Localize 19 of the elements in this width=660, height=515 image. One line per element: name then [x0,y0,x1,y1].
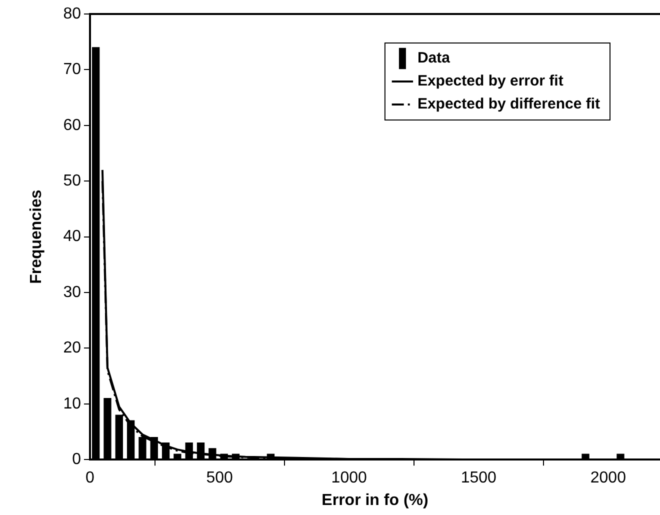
y-tick-label: 40 [63,228,82,246]
legend-label: Data [417,50,451,67]
y-tick-label: 20 [63,340,82,357]
y-axis-title: Frequencies [28,190,46,284]
x-tick-label: 1500 [460,470,497,487]
x-axis-title: Error in fo (%) [322,492,428,509]
y-tick-label: 50 [63,172,82,190]
x-tick-label: 0 [86,470,95,487]
y-tick-label: 30 [63,284,82,301]
x-tick-label: 2000 [590,470,626,487]
x-tick-label: 1000 [331,470,367,487]
y-tick-label: 80 [63,5,82,22]
y-tick-label: 0 [72,451,82,468]
y-tick-label: 60 [63,116,82,134]
y-tick-label: 10 [63,395,82,412]
legend-label: Expected by difference fit [417,96,600,113]
y-tick-label: 70 [63,61,82,78]
legend-label: Expected by error fit [417,72,564,90]
x-tick-label: 500 [206,470,233,487]
